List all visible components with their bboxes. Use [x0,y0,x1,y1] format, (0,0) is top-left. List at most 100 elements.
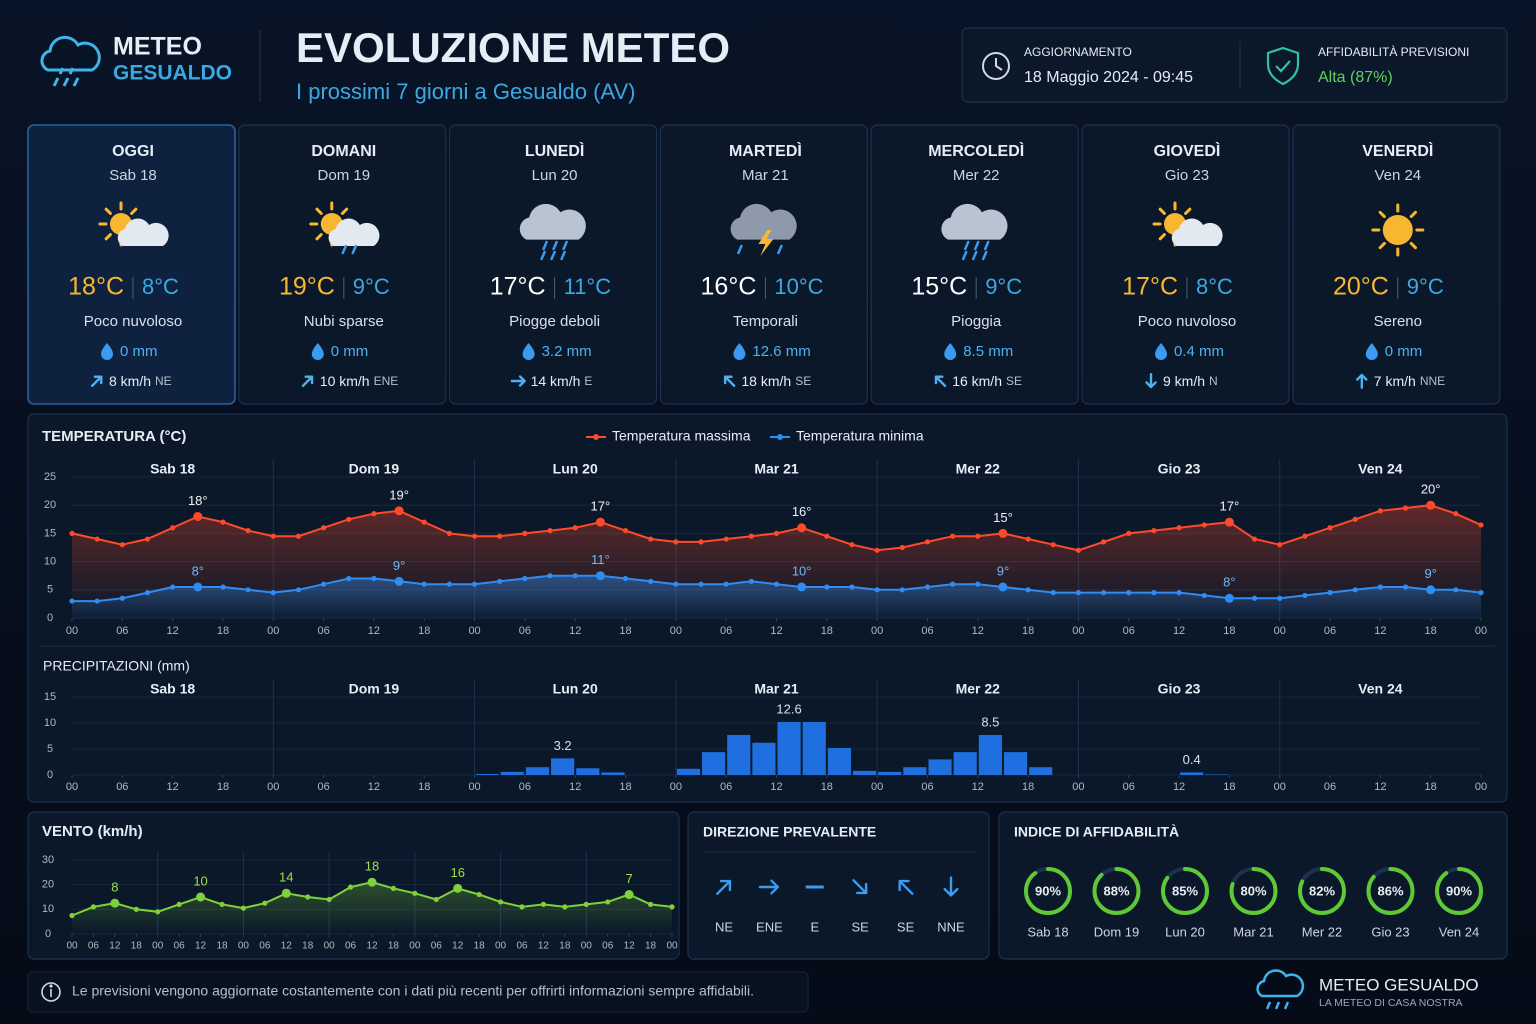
wind-line: 16 km/h SE [952,373,1022,389]
x-tick-label: 12 [972,781,984,793]
x-tick-label: 18 [474,941,486,952]
wind-arrow [934,375,947,387]
day-label: Mar 21 [754,681,799,697]
point [698,581,704,587]
wind-dir: E [584,374,592,388]
x-tick-label: 00 [66,625,78,637]
condition: Piogge deboli [509,313,600,330]
point [446,581,453,587]
point [144,536,151,542]
point [1100,590,1107,596]
day-label: Ven 24 [1358,681,1403,697]
bar [1003,752,1028,775]
point [245,587,251,593]
y-tick-label: 20 [44,499,56,511]
bar [676,768,701,775]
point [321,581,327,587]
temp-min: 9°C [985,274,1022,299]
day-label: Lun 20 [553,681,598,697]
x-tick-label: 06 [317,625,329,637]
bar [475,773,499,775]
ring-label: 85% [1172,883,1198,898]
wind-speed: 9 km/h [1163,373,1205,389]
highlight-point [595,571,605,581]
point [371,511,377,517]
y-tick-label: 10 [42,903,54,915]
ring-day: Lun 20 [1165,924,1205,939]
x-tick-label: 18 [645,941,657,952]
point [1402,505,1409,511]
temp-min: 10°C [774,274,823,299]
wind-line: 7 km/h NNE [1374,373,1445,389]
point [605,899,611,905]
drop-icon [101,343,113,360]
point [270,590,276,596]
legend-dot [593,434,599,440]
point [1126,590,1132,596]
point [540,901,547,908]
temp-max: 15°C [911,273,967,301]
rain: 0.4 mm [1174,343,1224,360]
point [773,530,780,537]
point [1201,522,1207,528]
x-tick-label: 00 [468,625,480,637]
point [421,519,427,525]
highlight-point [394,506,404,516]
bar [525,767,550,775]
point [219,901,225,908]
point [371,575,377,582]
rain: 0 mm [1385,343,1423,360]
point [295,587,302,593]
point [572,525,578,531]
x-tick-label: 12 [109,941,121,952]
direction-label: NNE [937,919,965,934]
x-tick-label: 12 [770,781,782,793]
point [497,899,504,905]
day-label: Dom 19 [349,461,400,477]
raindrop [540,250,546,261]
x-tick-label: 12 [770,625,782,637]
wind-speed: 10 km/h [320,373,370,389]
point [622,527,629,534]
condition: Pioggia [951,313,1002,330]
point [849,584,855,590]
point [90,904,97,910]
point [622,575,629,582]
wind-line: 10 km/h ENE [320,373,399,389]
cloud [117,218,169,246]
point [547,527,553,534]
y-tick-label: 0 [47,612,53,624]
point [245,527,251,534]
wind-arrow [301,375,314,387]
point [1050,590,1056,596]
bar [1180,772,1204,775]
point [94,536,100,542]
temperature-title: TEMPERATURA (°C) [42,428,186,445]
x-tick-label: 06 [259,941,271,952]
bar [777,721,801,775]
x-tick-label: 18 [1223,781,1235,793]
point [471,581,478,587]
footer-note: Le previsioni vengono aggiornate costant… [72,983,754,999]
point [1176,525,1182,531]
x-tick-label: 12 [368,625,380,637]
bar [978,734,1002,775]
day-label: Ven 24 [1358,461,1403,477]
direction-label: NE [715,919,733,934]
y-tick-label: 5 [47,743,53,755]
day-card [870,124,1079,405]
highlight-point [797,523,807,533]
x-tick-label: 00 [871,625,883,637]
point [849,542,855,548]
annotation: 8 [111,880,118,895]
raindrop [560,250,566,261]
weather-icon [941,203,1008,261]
day-label: Sab 18 [150,461,195,477]
annotation: 12.6 [776,701,801,716]
brand: METEO GESUALDO [1319,975,1479,994]
ring [1366,867,1415,915]
highlight-point [196,892,206,902]
direction-label: ENE [756,919,783,934]
bar [802,721,826,775]
